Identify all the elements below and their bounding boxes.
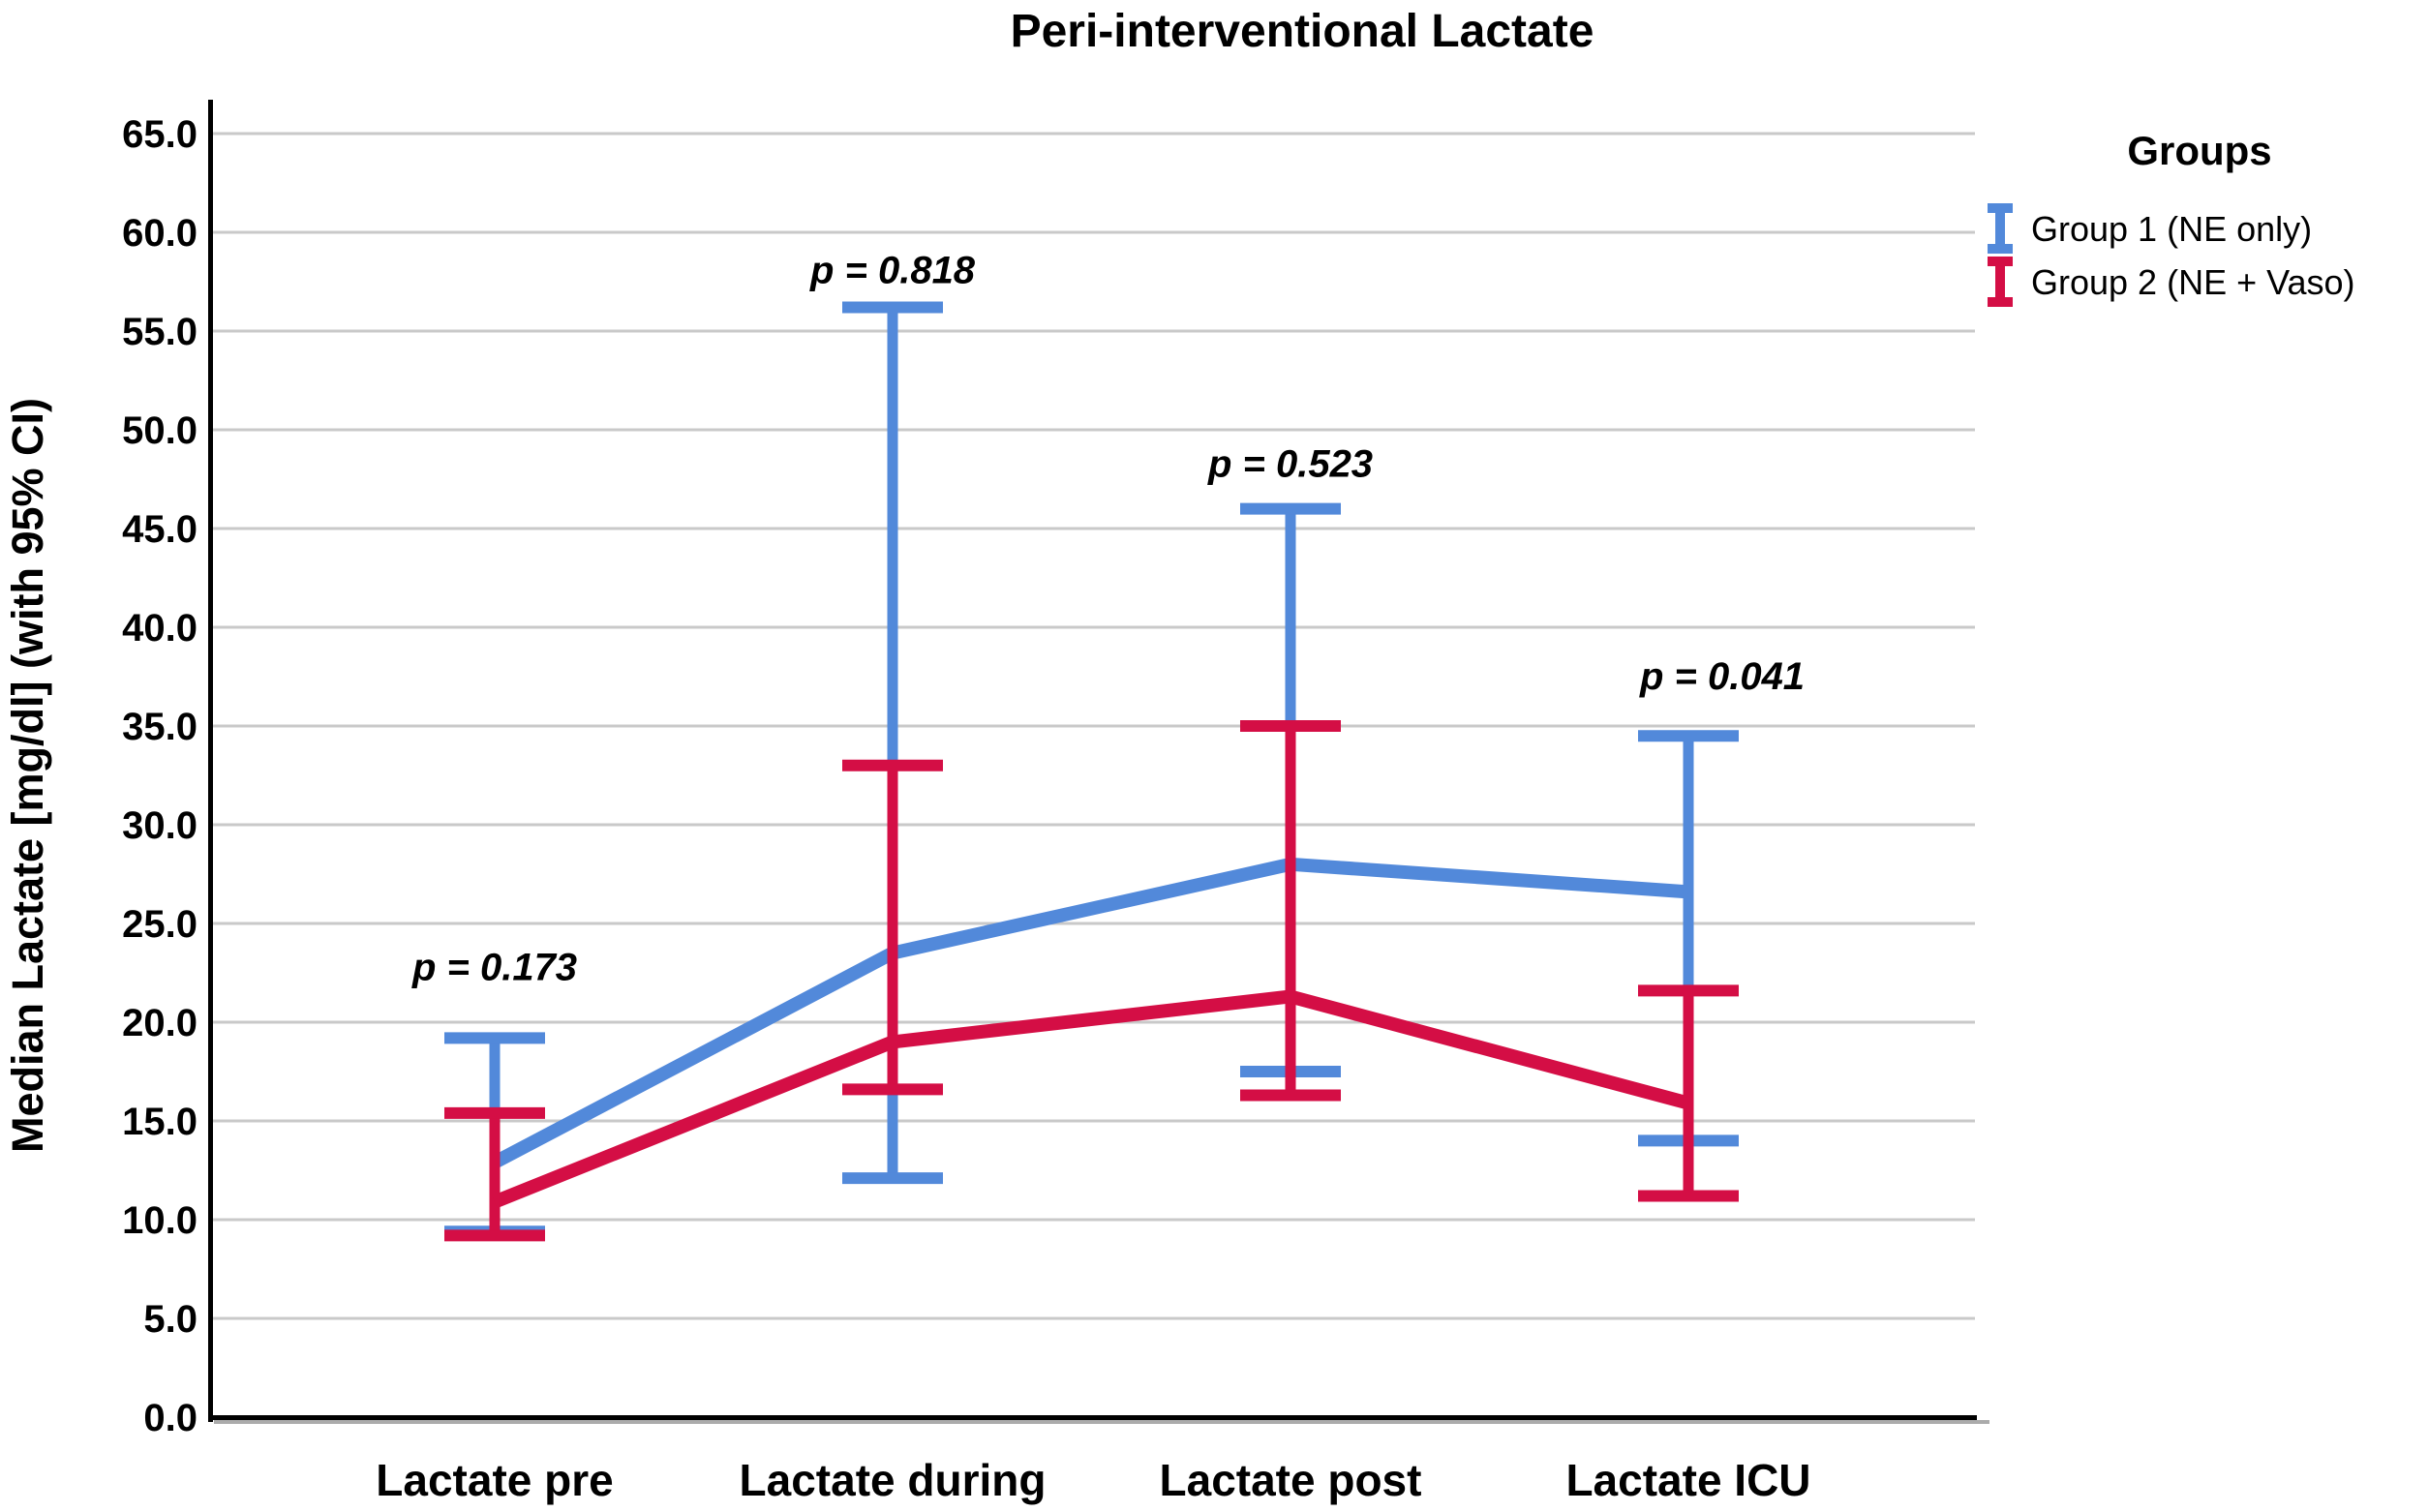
y-tick-label: 40.0	[122, 607, 197, 650]
y-axis-line	[208, 100, 213, 1422]
y-tick-label: 30.0	[122, 804, 197, 847]
legend: Groups Group 1 (NE only) Group 2 (NE + Va…	[1988, 128, 2354, 307]
y-tick-label: 20.0	[122, 1002, 197, 1044]
legend-entry-label: Group 2 (NE + Vaso)	[2031, 262, 2354, 302]
y-axis-title: Median Lactate [mg/dl] (with 95% CI)	[3, 398, 52, 1153]
p-value-label: p = 0.818	[809, 250, 976, 292]
p-value-label: p = 0.173	[411, 946, 577, 988]
x-category-label: Lactate during	[740, 1455, 1047, 1505]
x-category-label: Lactate pre	[376, 1455, 613, 1505]
legend-entry-label: Group 1 (NE only)	[2031, 209, 2312, 249]
error-bar-series2	[1638, 984, 1739, 1202]
p-value-label: p = 0.041	[1639, 655, 1805, 698]
legend-title: Groups	[2127, 128, 2271, 173]
y-tick-label: 60.0	[122, 212, 197, 255]
error-bar-series2	[1240, 720, 1341, 1102]
legend-entry: Group 1 (NE only)	[1988, 203, 2312, 254]
x-axis-shadow	[214, 1420, 1989, 1424]
legend-entry: Group 2 (NE + Vaso)	[1988, 257, 2354, 307]
legend-entries: Group 1 (NE only) Group 2 (NE + Vaso)	[1988, 203, 2354, 307]
error-bar-series2	[444, 1106, 545, 1242]
p-value-label: p = 0.523	[1207, 443, 1373, 486]
y-tick-label: 35.0	[122, 706, 197, 748]
y-tick-label: 55.0	[122, 311, 197, 353]
y-tick-label: 5.0	[143, 1298, 197, 1341]
chart-title: Peri-interventional Lactate	[1011, 6, 1594, 57]
y-tick-label: 0.0	[143, 1397, 197, 1439]
x-axis-line	[208, 1415, 1977, 1420]
y-tick-label: 45.0	[122, 508, 197, 551]
y-tick-label: 50.0	[122, 409, 197, 452]
series-line-series1	[491, 857, 1689, 1169]
y-tick-label: 65.0	[122, 113, 197, 156]
x-category-label: Lactate post	[1160, 1455, 1422, 1505]
series-line-series2	[492, 989, 1690, 1209]
y-tick-label: 25.0	[122, 903, 197, 946]
y-tick-label: 10.0	[122, 1199, 197, 1242]
x-category-label: Lactate ICU	[1565, 1455, 1810, 1505]
y-tick-label: 15.0	[122, 1101, 197, 1143]
plot-area: 0.0 5.0 10.0 15.0 20.0 25.0 30.0 35.0 40.0 45.0 50…	[122, 100, 1989, 1505]
